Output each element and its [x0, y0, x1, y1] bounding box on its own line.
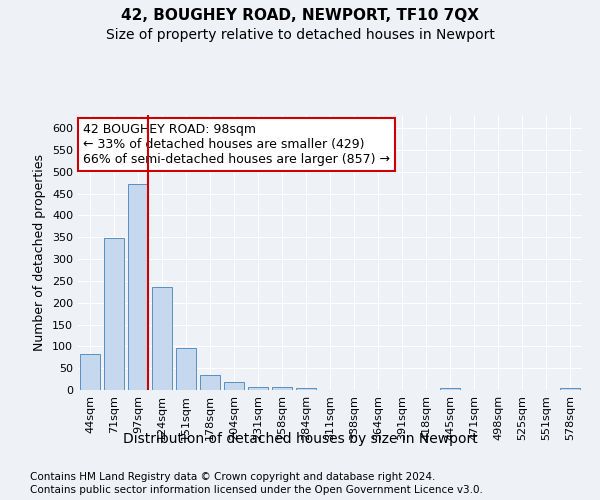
Bar [296, 388, 316, 390]
Bar [152, 288, 172, 390]
Bar [80, 354, 100, 390]
Bar [200, 374, 220, 390]
Bar [128, 184, 148, 390]
Text: 42 BOUGHEY ROAD: 98sqm
← 33% of detached houses are smaller (429)
66% of semi-de: 42 BOUGHEY ROAD: 98sqm ← 33% of detached… [83, 123, 390, 166]
Bar [248, 387, 268, 390]
Bar [272, 386, 292, 390]
Bar [104, 238, 124, 390]
Text: Size of property relative to detached houses in Newport: Size of property relative to detached ho… [106, 28, 494, 42]
Y-axis label: Number of detached properties: Number of detached properties [34, 154, 46, 351]
Text: Contains public sector information licensed under the Open Government Licence v3: Contains public sector information licen… [30, 485, 483, 495]
Text: 42, BOUGHEY ROAD, NEWPORT, TF10 7QX: 42, BOUGHEY ROAD, NEWPORT, TF10 7QX [121, 8, 479, 22]
Text: Contains HM Land Registry data © Crown copyright and database right 2024.: Contains HM Land Registry data © Crown c… [30, 472, 436, 482]
Text: Distribution of detached houses by size in Newport: Distribution of detached houses by size … [122, 432, 478, 446]
Bar [224, 382, 244, 390]
Bar [560, 388, 580, 390]
Bar [440, 388, 460, 390]
Bar [176, 348, 196, 390]
